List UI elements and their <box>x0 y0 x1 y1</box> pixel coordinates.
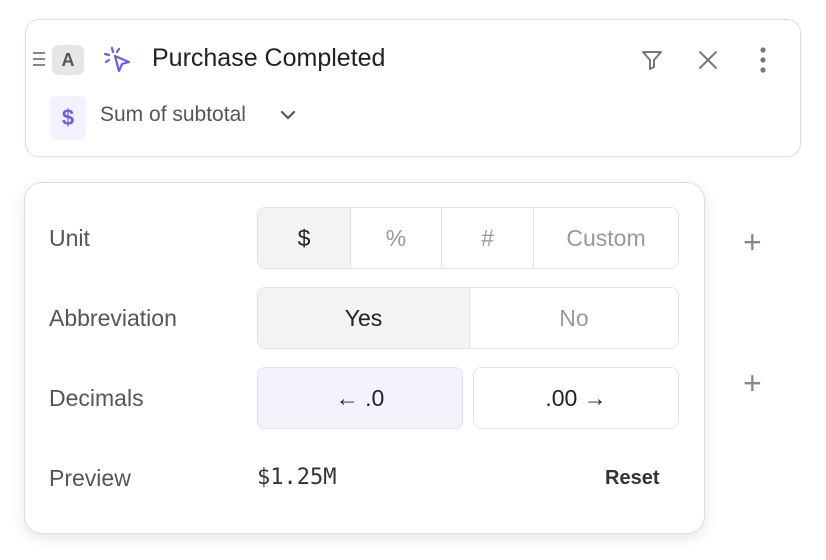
event-card <box>25 19 801 157</box>
add-icon[interactable]: + <box>743 224 762 260</box>
abbreviation-label: Abbreviation <box>49 305 177 331</box>
preview-value: $1.25M <box>257 465 337 490</box>
unit-option-number[interactable]: # <box>441 208 533 268</box>
unit-option-percent[interactable]: % <box>350 208 441 268</box>
currency-icon: $ <box>50 96 86 140</box>
abbreviation-yes[interactable]: Yes <box>258 288 469 348</box>
close-icon[interactable] <box>694 46 722 74</box>
more-options-icon[interactable] <box>749 46 777 74</box>
metric-dropdown[interactable]: Sum of subtotal <box>100 103 246 127</box>
decrease-decimals-button[interactable]: ← .0 <box>257 367 463 429</box>
unit-selector: $ % # Custom <box>257 207 679 269</box>
drag-handle-icon[interactable] <box>33 52 45 66</box>
event-title[interactable]: Purchase Completed <box>152 44 386 72</box>
unit-label: Unit <box>49 225 90 251</box>
increase-decimals-button[interactable]: .00 → <box>473 367 679 429</box>
click-event-icon <box>102 44 134 76</box>
unit-option-custom[interactable]: Custom <box>533 208 678 268</box>
metric-label: Sum of subtotal <box>100 103 246 126</box>
decimals-label: Decimals <box>49 385 144 411</box>
abbreviation-selector: Yes No <box>257 287 679 349</box>
preview-label: Preview <box>49 465 131 491</box>
add-icon[interactable]: + <box>743 365 762 401</box>
abbreviation-no[interactable]: No <box>469 288 678 348</box>
series-letter-badge: A <box>52 45 84 75</box>
format-popover <box>24 182 705 534</box>
filter-icon[interactable] <box>638 46 666 74</box>
unit-option-dollar[interactable]: $ <box>258 208 350 268</box>
reset-button[interactable]: Reset <box>605 467 660 489</box>
chevron-down-icon[interactable] <box>279 108 297 126</box>
